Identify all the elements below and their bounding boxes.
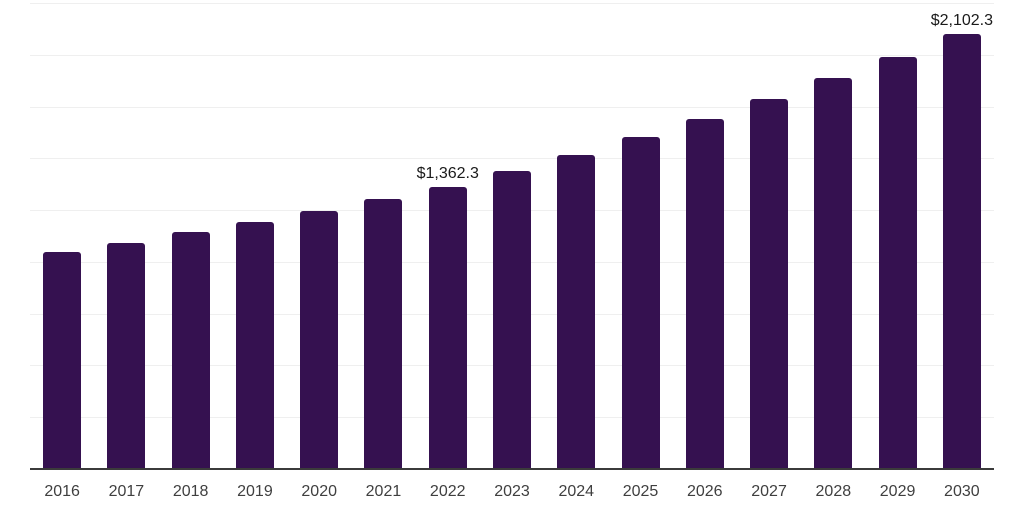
gridline [30,3,994,4]
bar-2021[interactable] [364,198,403,469]
bar-2025[interactable] [621,137,660,469]
bar-slot-2027 [737,3,801,469]
bar-slot-2025 [608,3,672,469]
bar-slot-2026 [673,3,737,469]
bar-slot-2016 [30,3,94,469]
bar-slot-2021 [351,3,415,469]
bar-slot-2028 [801,3,865,469]
bar-2016[interactable] [43,252,82,469]
bar-slot-2018 [159,3,223,469]
bar-2027[interactable] [750,99,789,469]
gridline [30,106,994,108]
bar-slot-2023 [480,3,544,469]
x-tick-label-2024: 2024 [558,483,595,500]
x-tick-label-2023: 2023 [494,483,530,500]
bar-2024[interactable] [557,154,596,469]
x-tick-label-2026: 2026 [686,483,723,500]
bar-slot-2024 [544,3,608,469]
bar-2026[interactable] [685,118,724,469]
bar-2022[interactable]: $1,362.3 [417,165,479,469]
x-tick-label-2029: 2029 [879,483,916,500]
bar-slot-2019 [223,3,287,469]
x-tick-label-2021: 2021 [365,483,402,500]
data-label-2022: $1,362.3 [416,164,479,182]
x-axis-labels: 2016 2017 2018 2019 2020 2021 2022 2023 2024 2025… [30,484,994,500]
x-axis-line [30,468,994,470]
x-tick-label-2022: 2022 [429,483,466,500]
bar-2029[interactable] [878,56,917,469]
data-label-2030: $2,102.3 [930,11,993,29]
bar-slot-2022: $1,362.3 [416,3,480,469]
bar-2030[interactable]: $2,102.3 [931,12,993,469]
x-tick-label-2030: 2030 [944,483,980,500]
gridline [30,54,994,56]
x-tick-label-2025: 2025 [622,483,659,500]
plot-area: $1,362.3 $2,102.3 [30,3,994,470]
x-tick-label-2018: 2018 [172,483,209,500]
bar-slot-2029 [865,3,929,469]
bar-slot-2030: $2,102.3 [930,3,994,469]
bar-2017[interactable] [107,242,146,469]
bar-2019[interactable] [235,221,274,469]
bar-2028[interactable] [814,78,853,469]
bars-row: $1,362.3 $2,102.3 [30,3,994,469]
gridline [30,158,994,160]
bar-slot-2020 [287,3,351,469]
bar-2023[interactable] [492,171,531,469]
x-tick-label-2016: 2016 [44,483,80,500]
x-tick-label-2028: 2028 [815,483,852,500]
x-tick-label-2020: 2020 [301,483,337,500]
bar-slot-2017 [94,3,158,469]
bar-2018[interactable] [171,232,210,469]
x-tick-label-2019: 2019 [237,483,273,500]
x-tick-label-2017: 2017 [108,483,145,500]
x-tick-label-2027: 2027 [751,483,787,500]
bar-2020[interactable] [300,210,339,469]
